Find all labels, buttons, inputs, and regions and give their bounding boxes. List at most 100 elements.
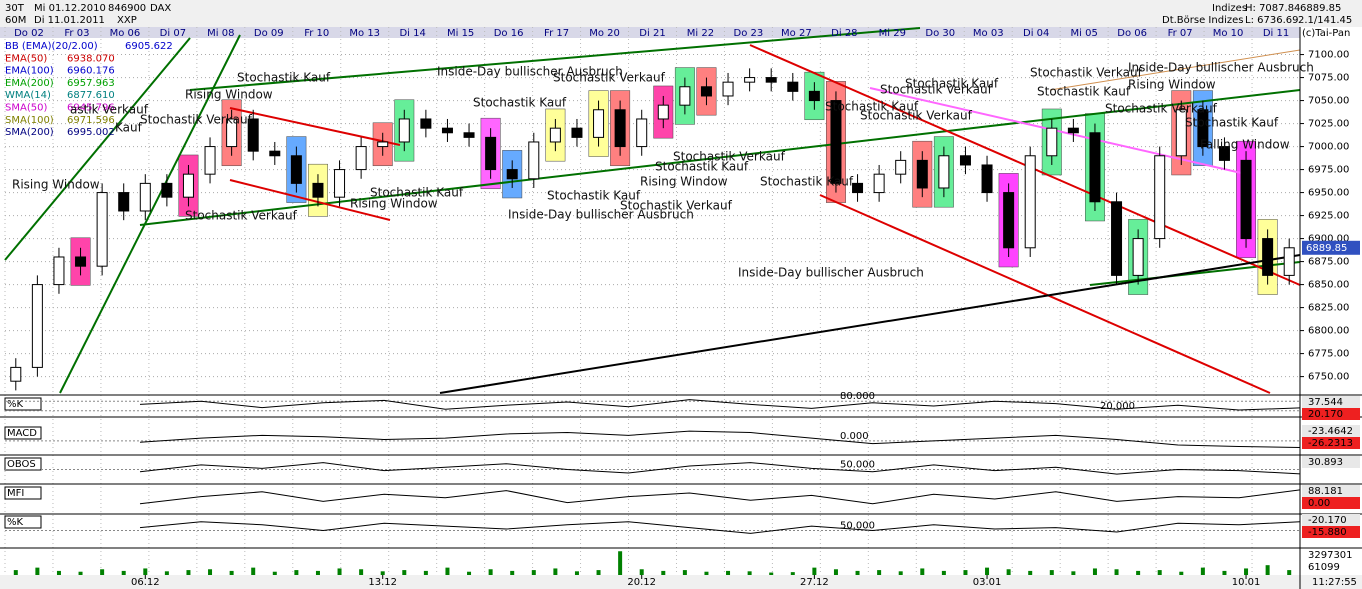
y-tick-label: 7075.00 — [1308, 73, 1349, 84]
trend-line — [229, 179, 391, 221]
panel-label: MFI — [7, 488, 24, 499]
volume-bar — [1071, 571, 1076, 575]
day-label: Mo 06 — [110, 28, 141, 39]
candle-body — [1240, 159, 1252, 240]
pattern-annotation: Stochastik Kauf — [473, 96, 567, 110]
candle-body — [10, 366, 22, 382]
legend-name: BB (EMA)(20/2.00) — [5, 41, 98, 52]
day-label: Fr 10 — [304, 28, 329, 39]
y-tick-label: 6750.00 — [1308, 372, 1349, 383]
day-label: Fr 03 — [64, 28, 89, 39]
low: L: 6736.69 — [1245, 15, 1298, 26]
pattern-annotation: Stochastik Verkauf — [140, 113, 253, 127]
candle-body — [377, 141, 389, 148]
day-label: Di 11 — [1263, 28, 1289, 39]
pattern-annotation: Rising Window — [1128, 78, 1216, 92]
legend-name: SMA(200) — [5, 127, 54, 138]
legend-name: WMA(14) — [5, 90, 51, 101]
value-box — [1302, 526, 1360, 538]
y-tick-label: 7050.00 — [1308, 96, 1349, 107]
volume-bar — [553, 568, 558, 575]
pattern-annotation: Stochastik Verkauf — [620, 199, 733, 213]
panel-label: MACD — [7, 428, 37, 439]
day-label: Mi 05 — [1071, 28, 1098, 39]
volume-bar — [1092, 568, 1097, 575]
volume-bar — [315, 570, 320, 575]
candle-body — [1024, 155, 1036, 249]
y-tick-label: 6775.00 — [1308, 349, 1349, 360]
volume-bar — [1179, 571, 1184, 575]
volume-bar — [790, 572, 795, 575]
candle-body — [441, 127, 453, 134]
legend-name: SMA(100) — [5, 115, 54, 126]
day-label: Mo 20 — [589, 28, 620, 39]
volume-bar — [941, 570, 946, 575]
candle-body — [593, 109, 605, 138]
legend-value: 6960.176 — [67, 66, 115, 77]
legend-name: SMA(50) — [5, 103, 47, 114]
panel-value: 37.544 — [1308, 397, 1343, 408]
day-label: Mi 29 — [879, 28, 906, 39]
volume-bar — [574, 571, 579, 575]
indicator-line — [139, 430, 1301, 449]
candle-body — [830, 100, 842, 184]
volume-label: 3297301 — [1308, 550, 1353, 561]
day-label: Di 21 — [639, 28, 665, 39]
x-tick-label: 20.12 — [627, 577, 656, 588]
candle-body — [873, 173, 885, 194]
time: 11:27:55 — [1312, 577, 1357, 588]
volume-label: 61099 — [1308, 562, 1340, 573]
candle-body — [1283, 247, 1295, 276]
legend-value: 6945.796 — [67, 103, 115, 114]
volume-bar — [272, 571, 277, 575]
candle-body — [1154, 155, 1166, 240]
last-price-label: 6889.85 — [1306, 243, 1347, 254]
panel-label: %K — [7, 399, 24, 410]
candle-body — [765, 77, 777, 83]
volume-bar — [726, 570, 731, 575]
panel-value: 88.181 — [1308, 486, 1343, 497]
y-tick-label: 6900.00 — [1308, 234, 1349, 245]
volume-bar — [1244, 568, 1249, 575]
candle-body — [226, 118, 238, 148]
indicator-line — [139, 521, 1301, 534]
candle-body — [182, 173, 194, 198]
volume-bar — [833, 569, 838, 575]
volume-bar — [35, 567, 40, 575]
volume-bar — [1028, 570, 1033, 575]
volume-bar — [1114, 569, 1119, 575]
value-box — [1302, 497, 1360, 509]
volume-bar — [121, 570, 126, 575]
volume-bar — [337, 568, 342, 575]
candle-body — [463, 132, 475, 138]
candle-body — [398, 118, 410, 143]
volume-bar — [56, 570, 61, 575]
trend-line — [439, 254, 1301, 394]
level-label: 0.000 — [840, 431, 869, 442]
candle-body — [1003, 192, 1015, 249]
x-tick-label: 13.12 — [368, 577, 397, 588]
x-tick-label: 03.01 — [973, 577, 1002, 588]
volume-bar — [1265, 565, 1270, 575]
volume-bar — [639, 569, 644, 575]
volume-bar — [164, 571, 169, 575]
pattern-annotation: Inside-Day bullischer Ausbruch — [1128, 61, 1314, 75]
volume-bar — [1049, 570, 1054, 575]
trend-line — [4, 37, 191, 261]
candle-body — [636, 118, 648, 148]
candle-body — [290, 155, 302, 184]
value-box — [1302, 514, 1360, 526]
volume-bar — [898, 571, 903, 575]
header: 30T 60M Mi 01.12.2010 Di 11.01.2011 8469… — [5, 3, 1357, 588]
pattern-annotation: Stochastik Kauf — [1037, 85, 1131, 99]
pattern-annotation: Stochastik Verkauf — [880, 83, 993, 97]
code: 846900 — [108, 3, 146, 14]
x-tick-label: 27.12 — [800, 577, 829, 588]
candle-body — [1111, 201, 1123, 276]
day-label: Mo 03 — [973, 28, 1004, 39]
volume-bar — [1136, 570, 1141, 575]
panel-value: -26.2313 — [1308, 438, 1353, 449]
pattern-annotation: Rising Window — [350, 197, 438, 211]
pattern-annotation: Inside-Day bullischer Ausbruch — [437, 65, 623, 79]
day-bar — [0, 27, 1300, 38]
